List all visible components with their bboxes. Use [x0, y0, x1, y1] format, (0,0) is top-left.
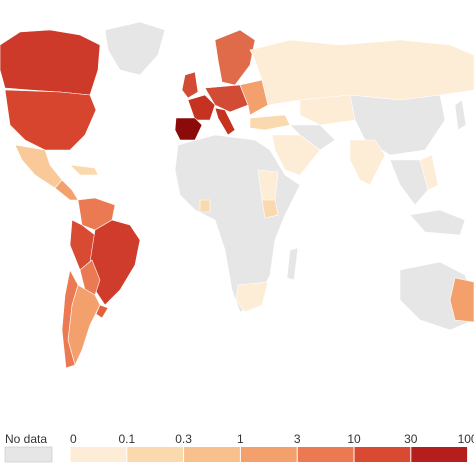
region	[4, 89, 97, 151]
region	[54, 179, 79, 201]
region	[204, 84, 249, 113]
region	[409, 209, 466, 236]
region	[389, 159, 429, 206]
region	[299, 94, 356, 126]
region	[79, 259, 101, 296]
region	[214, 107, 236, 136]
region	[289, 124, 336, 151]
region	[235, 281, 269, 313]
region	[174, 117, 203, 141]
region	[89, 219, 141, 306]
region	[449, 277, 474, 323]
legend-tick-label: 0	[70, 432, 77, 446]
region	[14, 144, 63, 189]
legend-swatch	[410, 447, 468, 462]
map-regions	[0, 21, 474, 369]
region	[239, 79, 269, 116]
region	[214, 29, 256, 86]
legend-tick-label: 0.1	[118, 432, 135, 446]
legend-tick-label: 30	[404, 432, 418, 446]
legend-swatch	[354, 447, 411, 462]
region	[249, 114, 291, 131]
legend: No data 0 0.1 0.3 1 3 10 30 100	[4, 432, 474, 463]
region	[286, 247, 299, 281]
no-data-label: No data	[5, 432, 47, 446]
legend-tick-label: 3	[294, 432, 301, 446]
legend-tick-label: 100	[458, 432, 474, 446]
region	[181, 71, 199, 99]
region	[95, 304, 109, 319]
region	[249, 39, 474, 106]
legend-tick-label: 1	[237, 432, 244, 446]
legend-swatch	[126, 447, 184, 462]
legend-swatch	[240, 447, 298, 462]
region	[104, 21, 166, 76]
no-data-swatch	[4, 446, 53, 463]
region	[61, 269, 79, 369]
region	[454, 99, 467, 131]
legend-tick-label: 0.3	[175, 432, 192, 446]
region	[0, 29, 101, 96]
region	[187, 94, 216, 121]
legend-tick-label: 10	[347, 432, 361, 446]
legend-swatch	[297, 447, 354, 462]
region	[349, 139, 386, 186]
legend-swatch	[183, 447, 241, 462]
region	[199, 199, 211, 213]
legend-swatch	[70, 447, 127, 462]
region	[69, 164, 99, 176]
region	[261, 199, 279, 219]
